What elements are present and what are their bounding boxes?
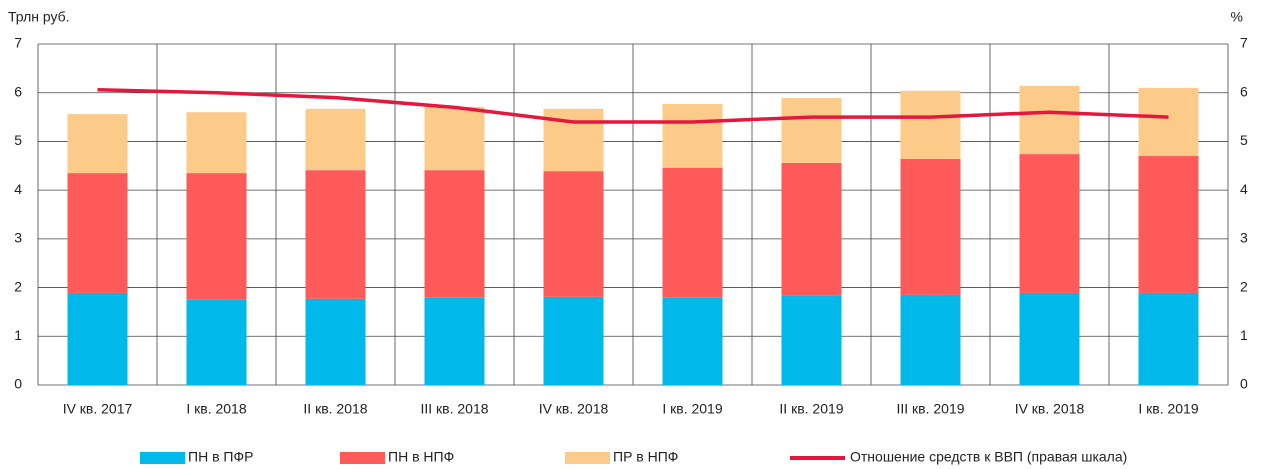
bar-segment: [781, 295, 842, 385]
legend-swatch: [565, 452, 610, 464]
bar-segment: [305, 298, 366, 385]
bar-segment: [186, 112, 247, 174]
y-tick-label: 7: [14, 35, 22, 51]
bar-segment: [1138, 292, 1199, 385]
bar-segment: [305, 170, 366, 299]
bar-segment: [305, 108, 366, 171]
y2-tick-label: 1: [1240, 327, 1248, 343]
x-tick-label: I кв. 2019: [662, 401, 722, 417]
bar-segment: [543, 296, 604, 385]
y-tick-label: 3: [14, 230, 22, 246]
bar-segment: [662, 167, 723, 298]
y2-tick-label: 2: [1240, 278, 1248, 294]
y-tick-label: 0: [14, 376, 22, 392]
y2-tick-label: 6: [1240, 83, 1248, 99]
bar-segment: [67, 292, 128, 385]
y2-axis-label: %: [1231, 9, 1243, 25]
bar-segment: [67, 173, 128, 293]
bar-segment: [1138, 87, 1199, 157]
bar-segment: [781, 98, 842, 163]
bar-segment: [1019, 292, 1080, 385]
legend-swatch: [140, 452, 185, 464]
x-tick-label: IV кв. 2018: [539, 401, 609, 417]
y2-tick-label: 3: [1240, 230, 1248, 246]
y-tick-label: 4: [14, 181, 22, 197]
bar-segment: [662, 297, 723, 385]
bar-segment: [67, 114, 128, 174]
x-tick-label: II кв. 2019: [779, 401, 843, 417]
x-tick-label: I кв. 2018: [186, 401, 246, 417]
x-tick-label: I кв. 2019: [1138, 401, 1198, 417]
bar-segment: [1138, 156, 1199, 293]
bar-segment: [662, 103, 723, 168]
x-tick-label: IV кв. 2018: [1015, 401, 1085, 417]
y-tick-label: 6: [14, 83, 22, 99]
bar-segment: [900, 294, 961, 385]
x-tick-label: IV кв. 2017: [63, 401, 133, 417]
bar-segment: [1019, 85, 1080, 155]
y2-tick-label: 0: [1240, 376, 1248, 392]
bar-segment: [424, 106, 485, 171]
legend-label: ПН в ПФР: [188, 449, 253, 465]
legend-label: ПР в НПФ: [613, 449, 678, 465]
bar-segment: [424, 170, 485, 298]
y2-tick-label: 7: [1240, 35, 1248, 51]
bar-segment: [186, 173, 247, 300]
legend-label: ПН в НПФ: [388, 449, 454, 465]
y-tick-label: 1: [14, 327, 22, 343]
bar-segment: [781, 162, 842, 296]
y-axis-label: Трлн руб.: [8, 9, 70, 25]
x-tick-label: III кв. 2018: [420, 401, 488, 417]
legend-label: Отношение средств к ВВП (правая шкала): [850, 449, 1127, 465]
y2-tick-label: 5: [1240, 132, 1248, 148]
line-series: [97, 88, 1169, 124]
bar-segment: [186, 299, 247, 385]
x-tick-label: III кв. 2019: [896, 401, 964, 417]
bar-segment: [543, 171, 604, 297]
y-tick-label: 2: [14, 278, 22, 294]
x-tick-label: II кв. 2018: [303, 401, 367, 417]
bar-segment: [424, 297, 485, 385]
bar-segment: [1019, 154, 1080, 293]
y2-tick-label: 4: [1240, 181, 1248, 197]
bar-segment: [900, 90, 961, 159]
bar-segment: [900, 158, 961, 295]
legend-swatch: [340, 452, 385, 464]
y-tick-label: 5: [14, 132, 22, 148]
